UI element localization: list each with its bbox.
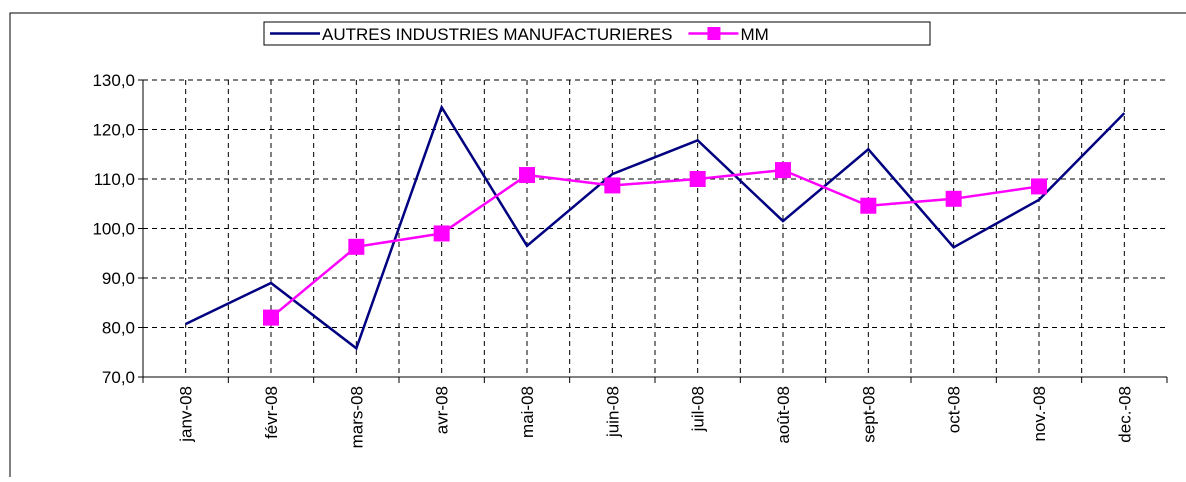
y-tick-label: 130,0 <box>92 71 135 90</box>
x-tick-label: sept-08 <box>859 386 878 443</box>
y-tick-label: 90,0 <box>102 269 135 288</box>
x-tick-label: juin-08 <box>603 386 622 438</box>
point-marker <box>689 171 706 187</box>
x-tick-label: févr-08 <box>262 386 281 439</box>
series-line <box>270 168 1040 319</box>
x-tick-label: nov.-08 <box>1030 386 1049 441</box>
x-tick-label: dec.-08 <box>1115 386 1134 443</box>
y-tick-label: 80,0 <box>102 319 135 338</box>
point-marker <box>433 225 450 242</box>
x-tick-label: août-08 <box>774 386 793 444</box>
y-tick-label: 100,0 <box>92 220 135 239</box>
x-tick-label: juil-08 <box>689 386 708 432</box>
x-tick-label: oct-08 <box>945 386 964 433</box>
x-tick-label: mai-08 <box>518 386 537 438</box>
y-tick-label: 120,0 <box>92 121 135 140</box>
x-tick-label: mars-08 <box>347 386 366 448</box>
x-tick-label: avr-08 <box>433 386 452 434</box>
point-marker <box>604 177 621 194</box>
legend-label: MM <box>740 25 768 44</box>
legend: AUTRES INDUSTRIES MANUFACTURIERES MM <box>263 21 931 46</box>
chart-frame <box>9 12 1186 482</box>
point-marker <box>775 162 791 179</box>
legend-box <box>263 21 931 46</box>
point-marker <box>1031 178 1047 195</box>
point-marker <box>263 309 279 326</box>
y-tick-label: 110,0 <box>94 170 135 189</box>
point-marker <box>945 190 962 207</box>
series-line <box>185 104 1126 351</box>
legend-label: AUTRES INDUSTRIES MANUFACTURIERES <box>322 25 672 44</box>
point-marker <box>348 238 365 255</box>
point-marker <box>860 197 877 214</box>
legend-marker <box>707 27 721 40</box>
x-tick-label: janv-08 <box>177 386 196 443</box>
point-marker <box>519 167 535 184</box>
y-tick-label: 70,0 <box>102 368 135 387</box>
